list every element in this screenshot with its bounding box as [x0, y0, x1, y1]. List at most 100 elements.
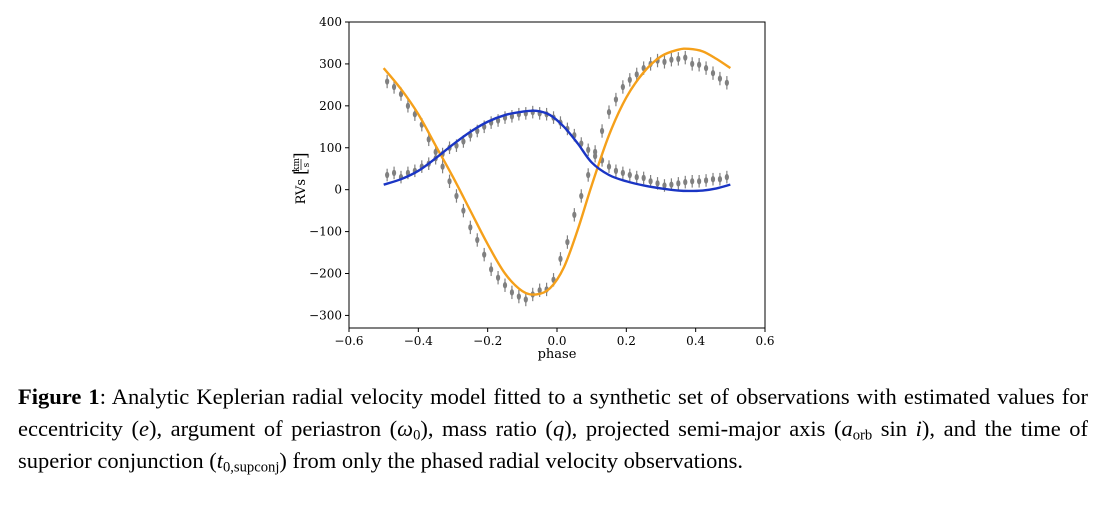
- caption-text: ), argument of periastron (: [149, 416, 398, 441]
- observation-point: [606, 163, 612, 170]
- caption-text: ), and the time of superior conjunction …: [18, 416, 1089, 473]
- observation-point: [523, 296, 528, 303]
- x-tick-label: 0.0: [547, 334, 566, 348]
- observation-point: [579, 192, 584, 200]
- x-tick-label: −0.6: [334, 334, 363, 348]
- observation-point: [648, 178, 653, 185]
- caption-subscript: orb: [852, 427, 873, 444]
- observation-point: [676, 55, 681, 63]
- observation-point: [683, 178, 688, 186]
- observation-point: [495, 274, 501, 281]
- observation-point: [586, 146, 591, 154]
- observation-point: [676, 180, 681, 187]
- caption-text: ) from only the phased radial velocity o…: [279, 448, 743, 473]
- observation-point: [710, 69, 716, 77]
- observation-point: [440, 163, 445, 170]
- observation-point: [655, 180, 660, 187]
- rv-chart: −0.6 −0.4 −0.2 0.0 0.2 0.4 0.6 400 300 200 100 0 −1…: [291, 15, 775, 362]
- observation-point: [613, 167, 619, 175]
- y-axis-unit-bracket-left: [: [291, 168, 311, 175]
- observation-point: [627, 76, 632, 84]
- observation-point: [391, 169, 397, 177]
- observation-point: [385, 78, 390, 85]
- caption-var-inclination: i: [915, 416, 922, 441]
- observation-point: [703, 177, 709, 184]
- observation-point: [516, 293, 521, 300]
- x-tick-label: 0.2: [617, 334, 636, 348]
- observation-point: [697, 61, 702, 68]
- observation-point: [613, 96, 619, 103]
- observation-point: [558, 255, 563, 263]
- observation-point: [398, 90, 404, 98]
- observation-point: [724, 173, 729, 181]
- observation-point: [565, 238, 570, 246]
- observation-point: [620, 169, 625, 177]
- x-tick-label: −0.4: [404, 334, 434, 348]
- x-tick-label: 0.4: [686, 334, 705, 348]
- observation-point: [703, 64, 709, 72]
- observation-point: [405, 102, 411, 110]
- observation-point: [620, 83, 625, 91]
- y-tick-label: 100: [319, 141, 342, 155]
- observation-point: [537, 287, 542, 294]
- y-axis-label-text: RVs: [294, 179, 309, 204]
- observation-point: [461, 138, 466, 145]
- observation-point: [683, 54, 688, 61]
- observation-point: [662, 58, 667, 66]
- y-tick-label: −100: [309, 225, 342, 239]
- y-tick-label: 300: [319, 57, 342, 71]
- observation-point: [717, 75, 723, 82]
- x-axis-label: phase: [538, 347, 577, 362]
- observation-point: [572, 211, 577, 219]
- y-tick-label: 0: [334, 183, 342, 197]
- caption-var-mass-ratio: q: [552, 416, 565, 441]
- observation-point: [482, 251, 487, 258]
- observation-point: [641, 174, 646, 182]
- model-line-0: [382, 47, 731, 296]
- observation-point: [669, 181, 674, 188]
- observation-point: [447, 178, 452, 185]
- caption-subscript: 0: [413, 427, 421, 444]
- observation-point: [461, 207, 466, 214]
- observation-point: [634, 71, 639, 78]
- observation-point: [426, 136, 431, 143]
- observation-point: [599, 127, 605, 135]
- observation-point: [468, 224, 473, 231]
- caption-text: ), mass ratio (: [420, 416, 553, 441]
- observation-point: [509, 289, 515, 296]
- observation-point: [634, 173, 639, 181]
- caption-text: sin: [872, 416, 916, 441]
- observation-point: [697, 178, 702, 185]
- caption-text: ), projected semi-major axis (: [564, 416, 842, 441]
- observation-point: [690, 60, 695, 68]
- observation-point: [412, 111, 417, 118]
- observation-point: [391, 83, 397, 91]
- caption-var-a: a: [841, 416, 853, 441]
- caption-var-eccentricity: e: [139, 416, 149, 441]
- x-tick-label: −0.2: [473, 334, 502, 348]
- observation-point: [606, 108, 612, 116]
- caption-label: Figure 1: [18, 384, 100, 409]
- y-tick-label: 400: [319, 15, 342, 29]
- model-line-1: [383, 109, 731, 193]
- observation-point: [662, 182, 667, 189]
- x-tick-label: 0.6: [755, 334, 774, 348]
- y-axis-label: RVs [ km s ]: [291, 152, 312, 204]
- y-axis-unit-bracket-right: ]: [291, 152, 311, 159]
- y-tick-label: 200: [319, 99, 342, 113]
- caption-var-t: t: [216, 448, 223, 473]
- y-tick-label: −300: [309, 308, 342, 322]
- observation-point: [690, 178, 695, 185]
- y-axis-unit-numerator: km: [292, 158, 302, 172]
- y-axis-unit-denominator: s: [302, 162, 312, 167]
- observation-point: [717, 175, 723, 183]
- observation-point: [669, 56, 674, 63]
- caption-var-omega: ω: [397, 416, 414, 441]
- observation-point: [475, 236, 480, 244]
- figure-caption: Figure 1: Analytic Keplerian radial velo…: [18, 381, 1088, 477]
- observation-point: [593, 152, 598, 160]
- observation-point: [454, 192, 459, 200]
- caption-subscript: 0,supconj: [222, 459, 280, 476]
- observation-point: [710, 175, 716, 183]
- figure-panel: −0.6 −0.4 −0.2 0.0 0.2 0.4 0.6 400 300 200 100 0 −1…: [291, 15, 775, 362]
